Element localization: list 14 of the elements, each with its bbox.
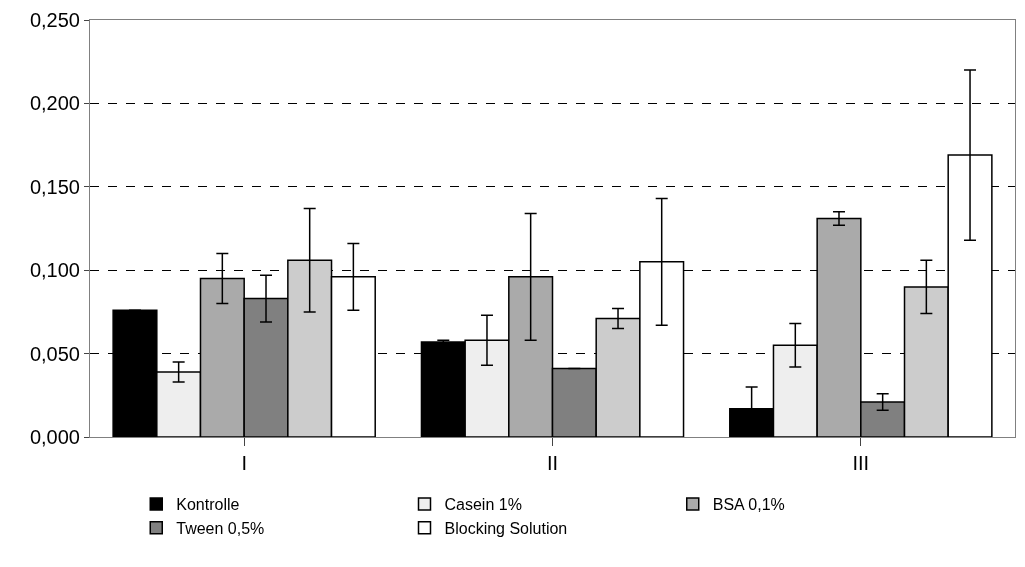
legend-label: Tween 0,5% [176, 519, 265, 537]
y-tick-label: 0,100 [29, 259, 80, 282]
x-tick-label: III [852, 452, 870, 474]
legend-label: Blocking Solution [444, 519, 568, 537]
y-tick-label: 0,250 [29, 9, 80, 31]
y-tick-label: 0,200 [29, 92, 80, 115]
legend-label: Kontrolle [176, 496, 240, 514]
y-tick-label: 0,000 [29, 426, 80, 448]
y-tick-label: 0,050 [29, 342, 80, 365]
y-tick-label: 0,150 [29, 175, 80, 198]
legend-label: BSA 0,1% [712, 496, 785, 514]
legend-label: Casein 1% [444, 496, 522, 514]
x-tick-label: II [546, 452, 559, 474]
x-tick-label: I [241, 452, 247, 474]
